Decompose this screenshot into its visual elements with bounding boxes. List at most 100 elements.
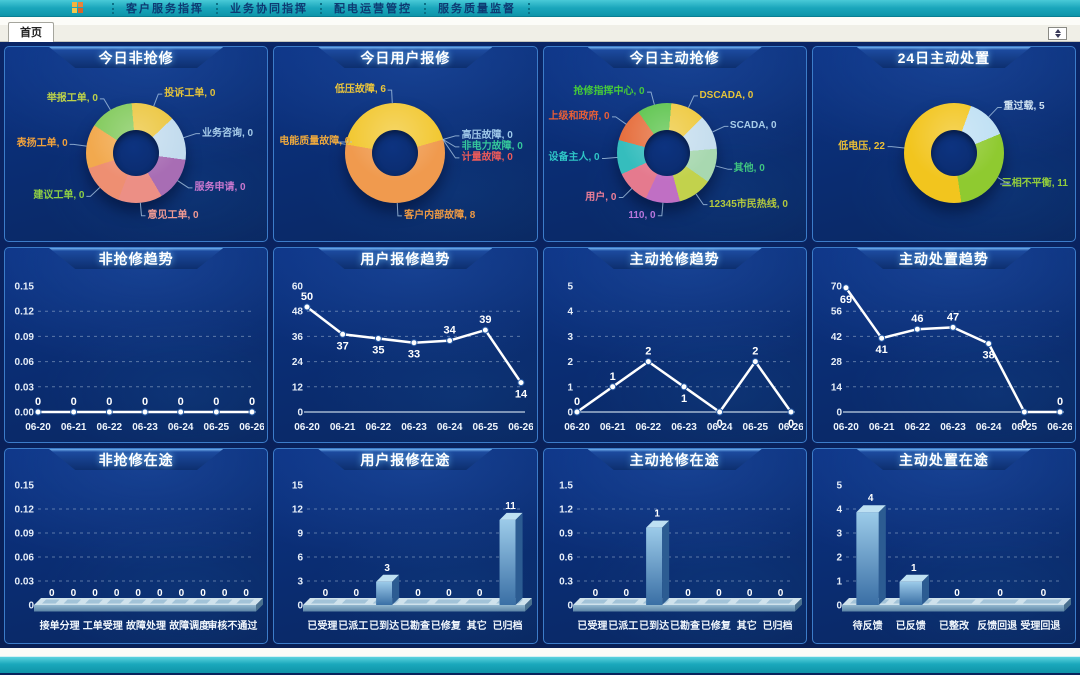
donut-connectors: [332, 89, 460, 217]
svg-text:0: 0: [92, 588, 98, 599]
slice-label: 举报工单, 0: [46, 92, 98, 104]
svg-text:0: 0: [777, 588, 783, 599]
svg-text:06-21: 06-21: [599, 422, 625, 433]
svg-text:0: 0: [243, 588, 249, 599]
panel-donut-0: 今日非抢修 投诉工单, 0 业务咨询, 0 服务申请, 0 意见工单, 0 建议工单, 0…: [4, 46, 269, 242]
header-gap: [0, 17, 1080, 25]
slice-label: 低电压, 22: [838, 140, 885, 152]
svg-text:14: 14: [515, 389, 528, 401]
svg-text:0: 0: [28, 601, 34, 612]
menu-item-business-coordination[interactable]: 业务协同指挥: [230, 3, 308, 15]
svg-text:1: 1: [680, 393, 686, 405]
svg-text:已修复: 已修复: [700, 619, 731, 632]
panel-bar-1: 用户报修在途 0 3 6 9 12 15 0 0 3 0 0 0 11 已受理 已派工 已到达 已勘查 已修复 其它已…: [273, 448, 538, 644]
svg-text:已反馈: 已反馈: [896, 619, 926, 632]
svg-text:48: 48: [292, 307, 304, 318]
svg-text:0: 0: [1021, 418, 1027, 430]
footer-bar: [0, 656, 1080, 673]
menu-item-distribution-operation[interactable]: 配电运营管控: [334, 3, 412, 15]
panel-donut-2: 今日主动抢修 DSCADA, 0 SCADA, 0 其他, 0 12345市民热线, 0…: [542, 46, 807, 242]
svg-text:4: 4: [836, 505, 842, 516]
svg-text:46: 46: [911, 313, 923, 325]
svg-text:已受理: 已受理: [308, 619, 338, 632]
tab-scroll-spinner-button[interactable]: [1048, 27, 1067, 40]
svg-text:0.09: 0.09: [15, 529, 35, 540]
panel-title: 主动处置在途: [898, 451, 989, 468]
tab-bar: 首页: [0, 22, 1080, 42]
app-grid-icon[interactable]: [72, 2, 84, 14]
panel-title-banner: 主动抢修趋势: [587, 248, 762, 269]
svg-text:反馈回退: 反馈回退: [977, 619, 1017, 632]
menu-separator: [320, 2, 322, 14]
svg-text:4: 4: [868, 493, 874, 504]
panel-title-banner: 今日用户报修: [318, 47, 493, 68]
svg-text:3: 3: [385, 563, 391, 574]
panel-line-1-body: 0 12 24 36 48 60 06-20 06-21 06-22 06-23 06-24 06-2…: [277, 270, 534, 439]
donut-hole: [930, 130, 977, 176]
menu-item-customer-service[interactable]: 客户服务指挥: [126, 3, 204, 15]
panel-title: 今日用户报修: [360, 49, 451, 66]
svg-text:06-24: 06-24: [437, 422, 463, 433]
svg-text:2: 2: [752, 346, 758, 358]
panel-title: 用户报修趋势: [360, 250, 451, 267]
svg-text:06-26: 06-26: [1047, 422, 1072, 433]
slice-label: 抢修指挥中心, 0: [573, 86, 645, 98]
svg-text:1.2: 1.2: [559, 505, 573, 516]
menu-separator: [424, 2, 426, 14]
svg-text:0: 0: [106, 396, 112, 408]
bar-chart: 00.030.060.090.120.150 0 0 0 0 0 0 0 0 0接单分理 工单受理故…: [15, 481, 263, 632]
slice-label: 建议工单, 0: [33, 190, 85, 202]
panel-donut-1: 今日用户报修 低压故障, 6 高压故障, 0 非电力故障, 0 计量故障, 0 客户内部故…: [273, 46, 538, 242]
svg-text:0: 0: [787, 418, 793, 430]
svg-text:06-21: 06-21: [330, 422, 356, 433]
slice-label: 110, 0: [628, 209, 656, 221]
menu-separator: [112, 2, 114, 14]
slice-label: 重过载, 5: [1003, 101, 1045, 113]
svg-text:34: 34: [444, 325, 457, 337]
panel-title-banner: 用户报修在途: [318, 449, 493, 470]
svg-text:06-23: 06-23: [401, 422, 427, 433]
svg-text:审核不通过: 审核不通过: [207, 619, 257, 632]
menu-item-service-quality[interactable]: 服务质量监督: [438, 3, 516, 15]
svg-text:已受理: 已受理: [577, 619, 607, 632]
svg-text:1: 1: [609, 371, 615, 383]
svg-text:28: 28: [831, 357, 843, 368]
svg-text:0.09: 0.09: [15, 332, 35, 343]
svg-text:0: 0: [567, 601, 573, 612]
slice-label: 12345市民热线, 0: [708, 198, 788, 210]
svg-text:06-25: 06-25: [1011, 422, 1037, 433]
svg-text:其它: 其它: [736, 619, 756, 632]
donut-connectors: [69, 93, 200, 217]
svg-text:0: 0: [415, 588, 421, 599]
svg-text:11: 11: [506, 501, 517, 512]
svg-text:0: 0: [178, 396, 184, 408]
svg-text:06-23: 06-23: [132, 422, 158, 433]
panel-donut-2-body: DSCADA, 0 SCADA, 0 其他, 0 12345市民热线, 0 110, 0…: [547, 69, 803, 238]
svg-text:0: 0: [71, 588, 77, 599]
tab-home[interactable]: 首页: [8, 22, 54, 42]
slice-label: SCADA, 0: [729, 120, 777, 132]
svg-text:0: 0: [323, 588, 329, 599]
slice-label: 高压故障, 0: [461, 129, 513, 141]
svg-text:0: 0: [354, 588, 360, 599]
slice-label: 投诉工单, 0: [164, 88, 216, 100]
slice-label: 客户内部故障, 8: [404, 209, 476, 221]
svg-text:06-23: 06-23: [940, 422, 966, 433]
svg-text:0.6: 0.6: [559, 553, 573, 564]
svg-text:0.00: 0.00: [15, 408, 35, 419]
line-chart: 0 12 24 36 48 60 06-20 06-21 06-22 06-23 06-24 06-2…: [292, 282, 534, 434]
svg-text:38: 38: [982, 350, 994, 362]
svg-text:0: 0: [114, 588, 120, 599]
svg-text:0.06: 0.06: [15, 357, 35, 368]
svg-text:60: 60: [292, 282, 304, 293]
bar-chart: 0 3 6 9 12 15 0 0 3 0 0 0 11 已受理 已派工 已到达 已勘查 已修复 其它 已归档: [292, 481, 533, 632]
svg-text:06-20: 06-20: [25, 422, 51, 433]
svg-text:06-21: 06-21: [61, 422, 87, 433]
svg-text:56: 56: [831, 307, 843, 318]
svg-text:故障处理: 故障处理: [126, 619, 166, 632]
panel-title-banner: 非抢修在途: [49, 449, 224, 470]
svg-text:06-22: 06-22: [366, 422, 392, 433]
svg-text:36: 36: [292, 332, 304, 343]
panel-title: 24日主动处置: [897, 49, 991, 66]
